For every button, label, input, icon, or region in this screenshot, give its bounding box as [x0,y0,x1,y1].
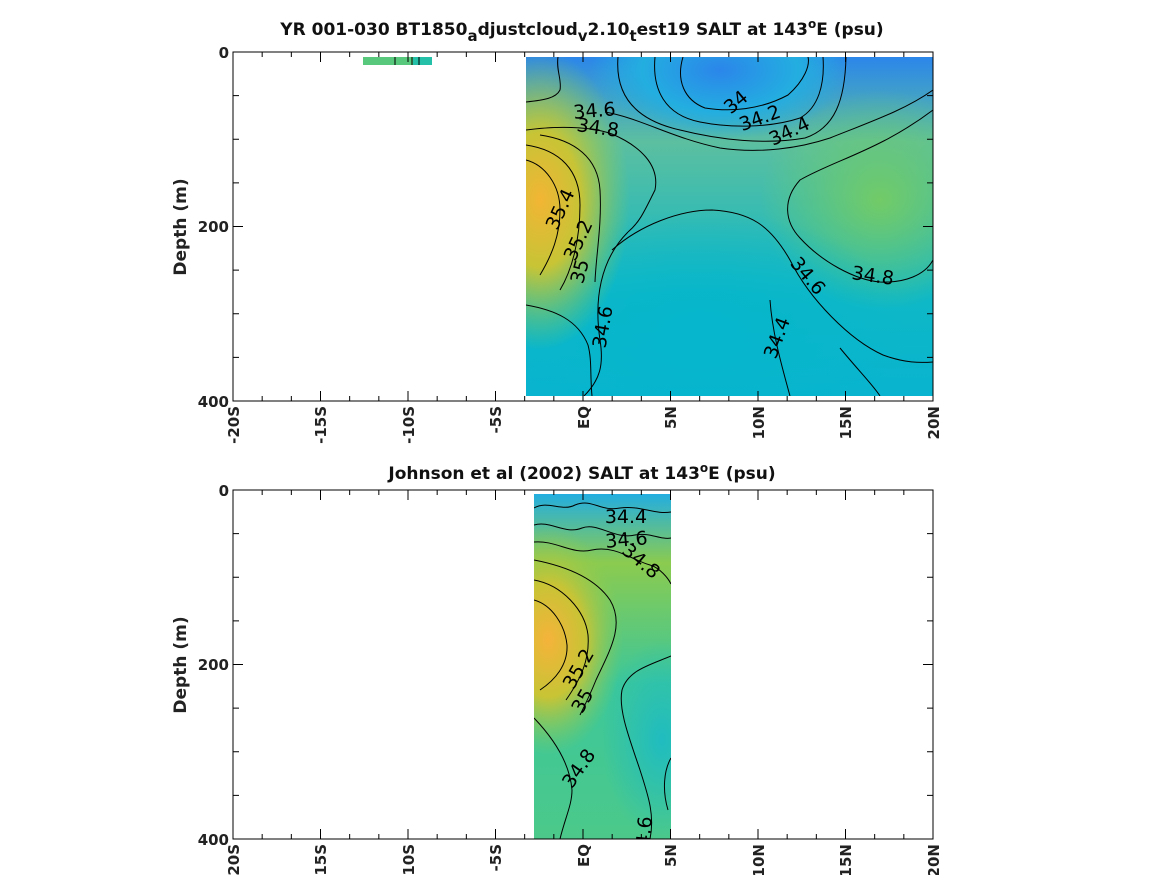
top-contour-34.6-dome [611,209,933,363]
bottom-panel: Johnson et al (2002) SALT at 143oE (psu)… [171,461,943,875]
top-ytick-0: 0 [219,44,229,62]
bottom-salinity-field: 34.4 34.6 34.8 35.2 35 34.8 34.6 [534,494,671,859]
bottom-xtick-20s: -20S [225,844,243,875]
bottom-xtick-10s: -10S [400,844,418,875]
top-ytick-400: 400 [198,393,229,411]
top-xtick-15s: -15S [312,406,330,444]
bottom-clabel-34.6: 34.6 [604,527,648,553]
top-field-salty-core-shape [526,57,630,350]
bottom-ytick-400: 400 [198,831,229,849]
top-patch-teal [413,57,432,65]
bottom-xtick-10n: 10N [750,844,768,875]
bottom-contour-34.8-lower [534,717,573,839]
bottom-contour-34.6-edge [663,757,671,811]
top-contour-34.4-lower [769,299,881,396]
top-contour-34.2 [654,57,824,127]
top-xtick-5s: -5S [487,406,505,433]
top-xtick-10n: 10N [750,406,768,439]
top-xtick-5n: 5N [662,406,680,429]
top-contour-34.8-right [787,109,933,283]
top-xtick-15n: 15N [837,406,855,439]
bottom-axis-ticks [232,489,934,840]
top-panel-title: YR 001-030 BT1850adjustcloudv2.10test19 … [279,17,883,45]
bottom-xtick-15n: 15N [837,844,855,875]
bottom-xtick-5n: 5N [662,844,680,867]
top-xtick-20s: -20S [225,406,243,444]
top-ylabel: Depth (m) [171,178,191,275]
bottom-xtick-eq: EQ [575,844,593,867]
top-contour-34.6-upper [526,57,933,151]
bottom-ytick-200: 200 [198,656,229,674]
bottom-panel-title: Johnson et al (2002) SALT at 143oE (psu) [387,461,775,484]
top-axis-ticks [232,51,934,402]
bottom-contour-35 [534,559,617,716]
top-panel: YR 001-030 BT1850adjustcloudv2.10test19 … [171,17,943,444]
top-contour-34.8-upper [526,126,657,233]
bottom-contour-35.2 [534,579,589,701]
bottom-xtick-5s: -5S [487,844,505,871]
bottom-contour-34.6-right [620,655,671,839]
top-xtick-20n: 20N [925,406,943,439]
bottom-contour-35.4 [534,599,568,691]
bottom-clabel-34.6-b: 34.6 [631,815,657,859]
bottom-ylabel: Depth (m) [171,616,191,713]
top-contour-35-left [539,134,601,283]
bottom-field-salty-core-shape [534,525,623,755]
bottom-xtick-15s: -15S [312,844,330,875]
top-contour-35.4 [526,159,561,276]
top-patch-green [363,57,413,65]
bottom-xtick-20n: 20N [925,844,943,875]
top-xtick-10s: -10S [400,406,418,444]
top-isolated-patch [363,57,432,65]
top-xtick-eq: EQ [575,406,593,429]
top-contour-34 [680,57,809,111]
bottom-contour-34.6 [534,523,671,539]
bottom-contour-34.8-top [534,541,671,585]
top-ytick-200: 200 [198,218,229,236]
top-clabel-34.6-a: 34.6 [572,98,616,124]
top-salinity-field: 34.6 34.8 34 34.2 34.4 35.4 35.2 35 34.6… [526,57,933,396]
bottom-clabel-34.4: 34.4 [605,506,647,528]
bottom-ytick-0: 0 [219,482,229,500]
bottom-field-cyan-lobe-shape [602,640,671,839]
bottom-contour-34.4 [534,502,671,514]
top-contour-34.8-lower-left [526,304,593,396]
top-contour-34.4 [617,57,847,142]
top-contour-35.2 [526,144,581,291]
top-contour-34.6-left-dome [583,231,629,396]
